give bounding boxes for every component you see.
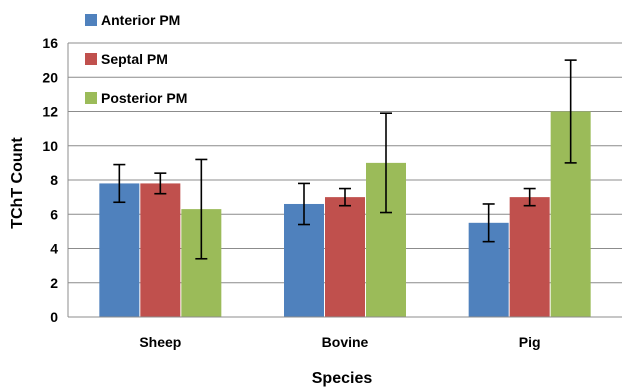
category-label: Sheep xyxy=(139,334,181,350)
y-tick-label: 20 xyxy=(42,69,58,85)
legend-label: Anterior PM xyxy=(101,12,180,28)
y-tick-label: 16 xyxy=(42,35,58,51)
legend-swatch xyxy=(85,14,97,26)
x-axis-title: Species xyxy=(312,370,373,387)
legend: Anterior PM Septal PM Posterior PM xyxy=(85,12,187,106)
legend-swatch xyxy=(85,53,97,65)
category-label: Bovine xyxy=(322,334,369,350)
y-tick-label: 2 xyxy=(50,275,58,291)
bar xyxy=(99,183,140,317)
bar xyxy=(509,197,550,317)
y-tick-label: 12 xyxy=(42,104,58,120)
bars xyxy=(99,111,591,317)
y-tick-label: 4 xyxy=(50,241,58,257)
bar xyxy=(140,183,181,317)
y-tick-label: 0 xyxy=(50,309,58,325)
axes: 0 2 4 6 8 10 12 20 16 Sheep Bovine Pig xyxy=(42,35,622,350)
category-label: Pig xyxy=(519,334,541,350)
bar xyxy=(325,197,365,317)
legend-label: Posterior PM xyxy=(101,90,187,106)
y-axis-title: TChT Count xyxy=(9,137,26,229)
legend-label: Septal PM xyxy=(101,51,168,67)
y-tick-label: 10 xyxy=(42,138,58,154)
y-tick-label: 6 xyxy=(50,206,58,222)
error-bars xyxy=(113,59,577,260)
legend-swatch xyxy=(85,92,97,104)
y-tick-label: 8 xyxy=(50,172,58,188)
